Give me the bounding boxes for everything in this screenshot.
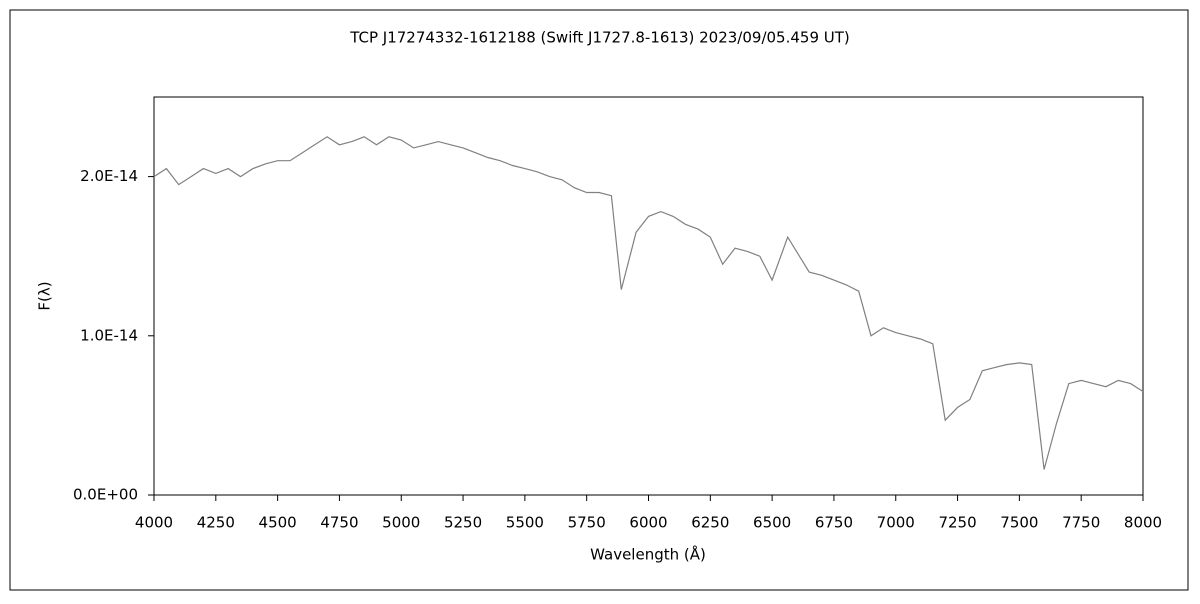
y-axis-label: F(λ)	[36, 281, 54, 310]
x-tick-label: 6750	[815, 514, 853, 532]
x-tick-label: 5250	[444, 514, 482, 532]
x-tick-label: 7250	[938, 514, 976, 532]
x-tick-label: 5000	[382, 514, 420, 532]
x-tick-label: 5750	[568, 514, 606, 532]
x-tick-label: 7750	[1062, 514, 1100, 532]
x-tick-label: 4250	[197, 514, 235, 532]
spectrum-line	[153, 136, 1144, 470]
x-tick-label: 5500	[506, 514, 544, 532]
x-tick-label: 4750	[320, 514, 358, 532]
y-tick-label: 1.0E-14	[80, 326, 138, 344]
x-tick-label: 8000	[1124, 514, 1162, 532]
x-tick-label: 4500	[259, 514, 297, 532]
x-tick-label: 6250	[691, 514, 729, 532]
x-tick-label: 7000	[877, 514, 915, 532]
x-axis-label: Wavelength (Å)	[590, 545, 706, 564]
frame	[9, 9, 1189, 591]
x-tick-label: 6000	[629, 514, 667, 532]
plot-area	[153, 96, 1144, 496]
x-tick-label: 7500	[1000, 514, 1038, 532]
y-tick-label: 0.0E+00	[73, 486, 138, 504]
x-tick-label: 6500	[753, 514, 791, 532]
chart-title: TCP J17274332-1612188 (Swift J1727.8-161…	[349, 29, 850, 47]
y-tick-label: 2.0E-14	[80, 167, 138, 185]
x-tick-label: 4000	[135, 514, 173, 532]
